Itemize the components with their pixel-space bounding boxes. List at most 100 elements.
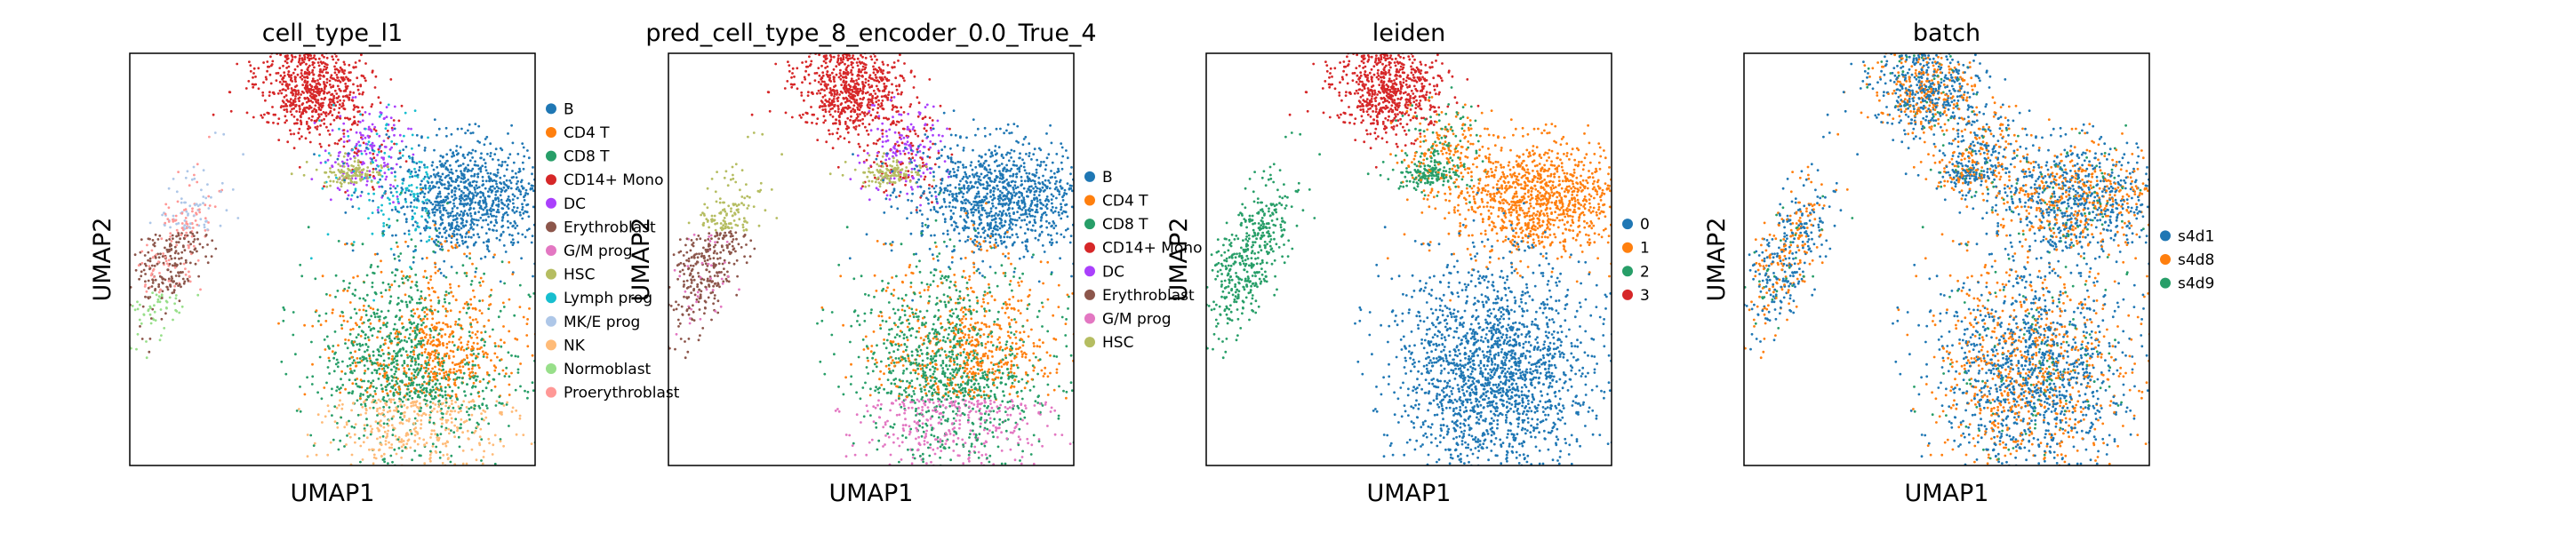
- point: [500, 182, 503, 186]
- point: [318, 142, 322, 146]
- point: [166, 218, 170, 221]
- point: [348, 93, 351, 97]
- point: [356, 357, 359, 360]
- point: [293, 98, 297, 100]
- point: [481, 462, 484, 465]
- point: [371, 186, 374, 189]
- point: [456, 127, 460, 131]
- point: [900, 91, 903, 94]
- point: [424, 413, 428, 417]
- point: [385, 371, 388, 374]
- point: [254, 39, 257, 42]
- point: [510, 234, 514, 237]
- point: [187, 243, 190, 247]
- point: [470, 280, 474, 282]
- point: [147, 297, 150, 300]
- point: [443, 183, 446, 187]
- point: [367, 338, 371, 342]
- point: [357, 171, 361, 174]
- point: [347, 167, 349, 171]
- point: [448, 432, 451, 435]
- point: [210, 255, 213, 258]
- point: [402, 148, 405, 152]
- point: [382, 426, 386, 429]
- point: [370, 130, 373, 133]
- point: [425, 399, 428, 402]
- point: [388, 390, 392, 393]
- point: [880, 102, 884, 105]
- point: [392, 361, 396, 364]
- point: [414, 337, 417, 339]
- point: [882, 78, 884, 81]
- point: [410, 190, 413, 193]
- point: [434, 403, 437, 406]
- point: [214, 247, 218, 251]
- point: [175, 235, 179, 238]
- point: [466, 202, 469, 205]
- point: [365, 170, 369, 172]
- point: [367, 140, 371, 144]
- point: [500, 338, 502, 342]
- point: [450, 421, 453, 424]
- point: [426, 469, 428, 472]
- point: [301, 109, 305, 113]
- point: [382, 422, 386, 426]
- point: [461, 431, 464, 434]
- point: [500, 219, 504, 222]
- point: [371, 141, 374, 145]
- point: [334, 274, 338, 277]
- point: [420, 190, 424, 194]
- point: [196, 237, 199, 241]
- point: [451, 210, 454, 213]
- point: [476, 172, 480, 176]
- point: [349, 351, 352, 354]
- point: [442, 213, 444, 217]
- point: [385, 377, 388, 380]
- point: [485, 404, 488, 407]
- point: [432, 168, 436, 171]
- point: [485, 135, 489, 139]
- point: [373, 390, 377, 393]
- point: [509, 221, 512, 225]
- point: [416, 373, 420, 377]
- point: [292, 71, 295, 75]
- point: [483, 213, 486, 216]
- point: [308, 116, 311, 120]
- point: [160, 334, 163, 337]
- point: [167, 259, 171, 262]
- point: [468, 208, 471, 211]
- point: [516, 206, 519, 210]
- point: [340, 310, 344, 314]
- point: [429, 175, 433, 178]
- point: [430, 433, 433, 435]
- point: [278, 67, 282, 69]
- point: [421, 187, 425, 190]
- point: [363, 379, 365, 383]
- point: [236, 62, 239, 66]
- point: [383, 415, 386, 418]
- point: [147, 237, 150, 241]
- point: [468, 334, 471, 338]
- point: [408, 301, 412, 304]
- point: [170, 243, 173, 247]
- point: [404, 191, 407, 195]
- legend-label: CD4 T: [564, 124, 610, 142]
- point: [531, 381, 534, 385]
- point: [380, 209, 383, 212]
- point: [176, 200, 180, 203]
- point: [514, 171, 517, 175]
- legend-label: G/M prog: [564, 243, 633, 260]
- point: [895, 88, 899, 91]
- point: [355, 152, 358, 155]
- point: [407, 337, 411, 340]
- point: [404, 145, 408, 148]
- point: [196, 259, 200, 262]
- point: [464, 240, 468, 243]
- point: [356, 159, 360, 162]
- point: [446, 441, 450, 443]
- point: [144, 273, 148, 275]
- point: [354, 61, 357, 64]
- point: [483, 158, 485, 162]
- point: [876, 139, 879, 142]
- point: [136, 332, 140, 336]
